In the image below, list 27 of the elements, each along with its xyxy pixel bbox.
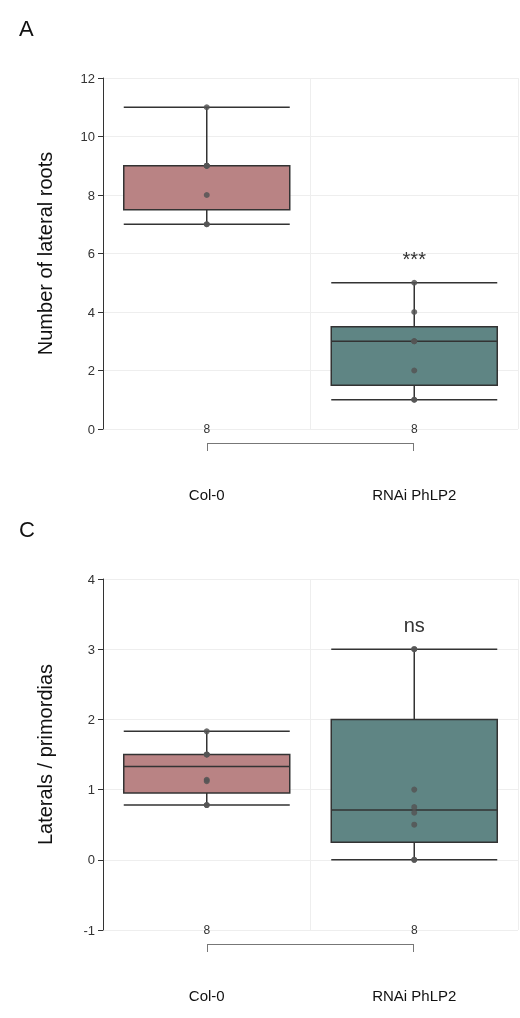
annotation: 8 (410, 923, 418, 937)
y-tick-label: 4 (87, 571, 95, 587)
y-tick-label: 3 (87, 641, 95, 657)
annotation: 8 (203, 422, 211, 436)
y-tick-label: -1 (83, 922, 95, 938)
annotation: ns (403, 614, 425, 637)
y-tick-label: 8 (87, 187, 95, 203)
y-tick-label: 0 (87, 421, 95, 437)
y-tick-label: 10 (80, 129, 95, 144)
y-tick-label: 0 (87, 852, 95, 868)
annotation: *** (402, 247, 427, 270)
x-tick-label: Col-0 (188, 987, 225, 1004)
y-tick-label: 1 (87, 782, 95, 798)
annotation: 8 (410, 422, 418, 436)
y-axis-title: Laterals / primordias (34, 663, 56, 846)
y-tick-label: 6 (87, 246, 95, 261)
y-tick-label: 2 (87, 363, 95, 378)
y-tick-label: 12 (80, 70, 95, 86)
y-tick-label: 2 (87, 711, 95, 727)
x-tick-label: RNAi PhLP2 (372, 987, 457, 1004)
annotation: 8 (203, 923, 211, 937)
chart-title: C (19, 516, 35, 542)
chart-title: A (19, 15, 34, 41)
y-axis-title: Number of lateral roots (34, 151, 56, 356)
x-tick-label: RNAi PhLP2 (372, 486, 457, 503)
y-tick-label: 4 (87, 304, 95, 320)
x-tick-label: Col-0 (188, 486, 225, 503)
